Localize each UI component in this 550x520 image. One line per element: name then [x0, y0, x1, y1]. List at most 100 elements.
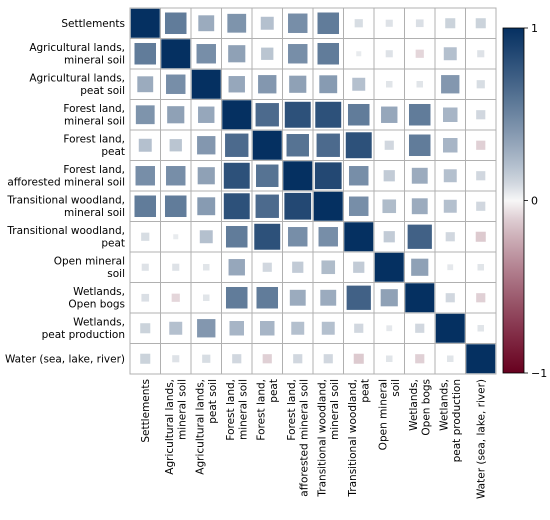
heatmap-square-r9-c3 — [225, 286, 248, 309]
heatmap-square-r11-c10 — [447, 355, 454, 362]
heatmap-square-r5-c0 — [135, 166, 155, 186]
heatmap-square-r10-c9 — [415, 323, 425, 333]
heatmap-square-r3-c0 — [135, 105, 155, 125]
heatmap-square-r1-c4 — [261, 47, 274, 60]
heatmap-square-r6-c10 — [443, 199, 457, 213]
column-label: Agricultural lands,mineral soil — [164, 379, 189, 475]
heatmap-square-r3-c5 — [284, 101, 311, 128]
heatmap-square-r8-c8 — [374, 252, 404, 282]
heatmap-square-r6-c1 — [164, 195, 187, 218]
heatmap-square-r8-c9 — [411, 258, 429, 276]
heatmap-square-r6-c7 — [349, 196, 369, 216]
row-label: Forest land, afforested mineral soil — [7, 164, 125, 189]
heatmap-square-r7-c7 — [344, 222, 374, 252]
row-label: Water (sea, lake, river) — [5, 353, 125, 365]
heatmap-square-r7-c1 — [173, 234, 179, 240]
heatmap-square-r2-c9 — [416, 81, 423, 88]
heatmap-square-r6-c5 — [284, 192, 312, 220]
heatmap-square-r4-c8 — [384, 140, 394, 150]
heatmap-square-r5-c7 — [349, 166, 369, 186]
heatmap-square-r10-c8 — [386, 325, 393, 332]
heatmap-grid — [129, 7, 497, 375]
column-labels: Settlements Agricultural lands,mineral so… — [140, 379, 488, 499]
heatmap-squares — [130, 8, 496, 374]
heatmap-square-r2-c8 — [386, 81, 393, 88]
heatmap-square-r8-c3 — [228, 259, 245, 276]
heatmap-square-r2-c11 — [476, 80, 485, 89]
row-label: Agricultural lands, peat soil — [29, 73, 125, 98]
column-label: Forest land,afforested mineral soil — [286, 379, 311, 497]
heatmap-square-r3-c4 — [255, 103, 279, 127]
heatmap-square-r11-c7 — [353, 353, 364, 364]
heatmap-square-r11-c3 — [232, 354, 242, 364]
row-label: Open mineral soil — [54, 256, 125, 281]
heatmap-square-r7-c9 — [407, 224, 432, 249]
colorbar-gradient — [502, 27, 525, 374]
heatmap-square-r4-c2 — [197, 136, 216, 155]
heatmap-square-r9-c9 — [405, 283, 435, 313]
heatmap-square-r3-c7 — [347, 103, 370, 126]
column-label: Transitional woodland,mineral soil — [317, 379, 342, 498]
row-label: Forest land, peat — [63, 134, 125, 159]
colorbar-tick-label: 0 — [531, 195, 538, 208]
heatmap-square-r7-c8 — [383, 231, 395, 243]
colorbar-tick-label: 1 — [531, 22, 538, 35]
heatmap-square-r11-c1 — [172, 355, 180, 363]
heatmap-square-r8-c4 — [262, 262, 272, 272]
heatmap-square-r0-c5 — [288, 13, 308, 33]
heatmap-square-r11-c0 — [140, 353, 151, 364]
heatmap-square-r2-c3 — [228, 76, 245, 93]
heatmap-square-r5-c11 — [476, 171, 486, 181]
heatmap-square-r9-c6 — [320, 289, 337, 306]
heatmap-square-r3-c8 — [381, 106, 398, 123]
heatmap-square-r0-c0 — [130, 8, 160, 38]
heatmap-square-r3-c10 — [443, 107, 458, 122]
row-label: Wetlands, peat production — [42, 317, 125, 342]
heatmap-square-r11-c11 — [466, 344, 496, 374]
heatmap-square-r9-c8 — [380, 289, 398, 307]
heatmap-square-r0-c4 — [260, 16, 274, 30]
heatmap-square-r4-c6 — [316, 133, 340, 157]
row-label: Agricultural lands, mineral soil — [29, 42, 125, 67]
heatmap-square-r4-c3 — [225, 133, 249, 157]
heatmap-square-r1-c2 — [196, 44, 216, 64]
heatmap-square-r10-c11 — [477, 325, 484, 332]
heatmap-square-r8-c10 — [447, 264, 454, 271]
colorbar: 1 0 −1 — [502, 22, 547, 380]
column-label: Water (sea, lake, river) — [475, 379, 487, 499]
heatmap-square-r7-c6 — [318, 227, 338, 247]
heatmap-square-r10-c5 — [291, 321, 305, 335]
heatmap-square-r8-c7 — [353, 261, 365, 273]
heatmap-square-r4-c11 — [476, 140, 486, 150]
heatmap-square-r2-c2 — [191, 69, 221, 99]
heatmap-square-r10-c0 — [140, 323, 151, 334]
heatmap-square-r4-c9 — [408, 134, 431, 157]
column-label: Transitional woodland,peat — [347, 379, 372, 498]
heatmap-square-r5-c6 — [314, 162, 342, 190]
heatmap-square-r4-c1 — [169, 139, 182, 152]
heatmap-square-r0-c8 — [385, 19, 393, 27]
heatmap-square-r3-c1 — [167, 106, 185, 124]
heatmap-square-r6-c2 — [197, 197, 216, 216]
heatmap-square-r7-c4 — [254, 223, 281, 250]
heatmap-square-r6-c6 — [313, 191, 343, 221]
heatmap-square-r1-c11 — [477, 50, 485, 58]
heatmap-square-r6-c4 — [255, 194, 279, 218]
heatmap-square-r5-c9 — [411, 167, 428, 184]
row-labels: Settlements Agricultural lands, mineral so… — [5, 18, 125, 366]
heatmap-square-r1-c6 — [317, 42, 340, 65]
heatmap-square-r0-c1 — [164, 12, 187, 35]
heatmap-square-r2-c7 — [352, 77, 366, 91]
row-label: Settlements — [61, 18, 125, 30]
heatmap-square-r11-c9 — [415, 354, 425, 364]
heatmap-square-r11-c8 — [386, 355, 393, 362]
heatmap-square-r5-c3 — [223, 162, 250, 189]
heatmap-square-r9-c7 — [346, 285, 371, 310]
heatmap-square-r2-c1 — [166, 74, 186, 94]
heatmap-square-r11-c6 — [323, 354, 333, 364]
heatmap-square-r2-c0 — [137, 76, 154, 93]
heatmap-square-r0-c2 — [198, 15, 215, 32]
heatmap-square-r3-c2 — [198, 106, 215, 123]
heatmap-square-r1-c5 — [288, 44, 308, 64]
